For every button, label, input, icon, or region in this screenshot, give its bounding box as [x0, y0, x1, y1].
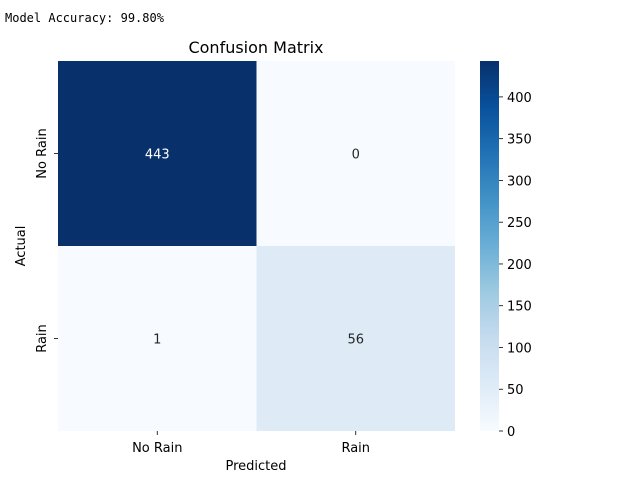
heatmap-cell: [58, 246, 257, 431]
colorbar-tick-label: 350: [507, 133, 532, 148]
y-tick-label: Rain: [35, 324, 50, 353]
x-tick-label: Rain: [341, 441, 370, 456]
y-axis-label: Actual: [14, 226, 29, 267]
colorbar-axis: 0 50 100 150 200 250 300 350 400: [499, 91, 532, 440]
model-accuracy-output: Model Accuracy: 99.80%: [5, 11, 164, 25]
y-tick-label: No Rain: [35, 128, 50, 178]
colorbar-tick-label: 100: [507, 341, 532, 356]
heatmap-cell: [256, 246, 455, 431]
heatmap-cell: [58, 61, 257, 246]
cell-value-label: 443: [145, 148, 170, 163]
y-axis: No Rain Rain: [35, 128, 58, 353]
heatmap-cells: 443 0 1 56: [58, 61, 455, 431]
colorbar-tick-label: 250: [507, 216, 532, 231]
x-axis-label: Predicted: [225, 459, 286, 474]
chart-title: Confusion Matrix: [188, 38, 323, 57]
heatmap-cell: [256, 61, 455, 246]
colorbar-tick-label: 0: [507, 425, 515, 440]
colorbar-tick-label: 200: [507, 258, 532, 273]
cell-value-label: 1: [153, 333, 161, 348]
cell-value-label: 0: [352, 148, 360, 163]
colorbar: [480, 61, 499, 431]
colorbar-tick-label: 400: [507, 91, 532, 106]
cell-value-label: 56: [347, 333, 364, 348]
x-tick-label: No Rain: [132, 441, 182, 456]
x-axis: No Rain Rain: [132, 431, 370, 456]
colorbar-tick-label: 50: [507, 383, 524, 398]
colorbar-tick-label: 150: [507, 300, 532, 315]
colorbar-tick-label: 300: [507, 174, 532, 189]
